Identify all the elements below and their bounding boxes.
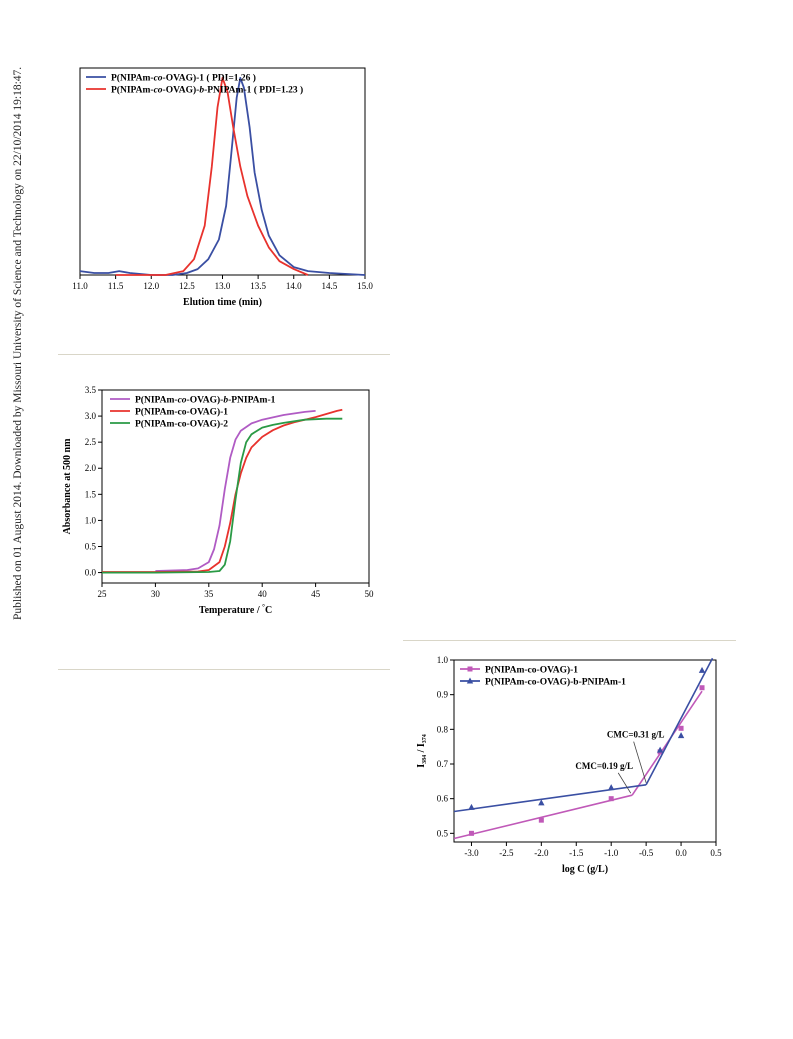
cmc-annotation-2: CMC=0.19 g/L <box>575 761 633 771</box>
cmc-chart: -3.0 -2.5 -2.0 -1.5 -1.0 -0.5 0.0 0.5 0.5 0.6 0.7 0… <box>416 655 722 875</box>
legend-label: P(NIPAm-co-OVAG)-b-PNIPAm-1 ( PDI=1.23 ) <box>111 85 303 96</box>
series-line-1 <box>79 77 366 276</box>
y-axis-title: Absorbance at 500 nm <box>62 438 73 535</box>
x-tick-label: 11.5 <box>108 281 124 291</box>
y-tick-label: 1.0 <box>85 515 97 525</box>
x-tick-label: 50 <box>365 589 375 599</box>
data-point-square <box>538 817 544 823</box>
y-tick-label: 1.0 <box>437 655 449 665</box>
x-tick-label: 0.5 <box>710 848 722 858</box>
x-tick-label: 30 <box>151 589 161 599</box>
divider-line <box>58 354 390 355</box>
x-tick-label: 40 <box>258 589 268 599</box>
x-tick-label: 0.0 <box>675 848 687 858</box>
series-line-2 <box>102 408 343 573</box>
legend-label: P(NIPAm-co-OVAG)-b-PNIPAm-1 <box>485 677 626 688</box>
y-tick-label: 2.5 <box>85 437 97 447</box>
plot-frame <box>79 67 366 276</box>
fit-line <box>453 794 633 840</box>
x-tick-label: 35 <box>204 589 214 599</box>
x-tick-label: -2.0 <box>534 848 549 858</box>
annotation-pointer <box>617 772 632 794</box>
divider-line <box>58 669 390 670</box>
x-axis-title: Elution time (min) <box>183 297 262 308</box>
fit-line <box>645 657 714 786</box>
data-point-square <box>608 796 614 802</box>
turbidity-chart: 25 30 35 40 45 50 0.0 0.5 1.0 1.5 2.0 2.5 3.0 3.5 Temp… <box>62 385 375 616</box>
x-tick-label: -0.5 <box>639 848 654 858</box>
x-tick-label: -3.0 <box>464 848 479 858</box>
y-tick-label: 0.5 <box>437 828 449 838</box>
x-tick-label: -1.0 <box>604 848 619 858</box>
y-tick-label: 0.5 <box>85 541 97 551</box>
x-tick-label: 25 <box>98 589 108 599</box>
plot-frame <box>453 659 717 843</box>
fit-line <box>453 784 647 813</box>
legend-label: P(NIPAm-co-OVAG)-1 <box>485 665 578 676</box>
y-tick-label: 3.0 <box>85 411 97 421</box>
data-point-triangle <box>656 746 664 753</box>
series-line-3 <box>102 417 343 574</box>
y-axis-title: I384 / I374 <box>416 734 428 768</box>
gpc-elution-chart: 11.0 11.5 12.0 12.5 13.0 13.5 14.0 14.5 15.0 Elut… <box>72 67 373 308</box>
x-tick-label: 13.0 <box>215 281 231 291</box>
y-tick-label: 2.0 <box>85 463 97 473</box>
y-tick-label: 0.9 <box>437 690 449 700</box>
legend-marker <box>466 677 474 684</box>
x-tick-label: 14.0 <box>286 281 302 291</box>
x-tick-label: 45 <box>311 589 321 599</box>
legend-label: P(NIPAm-co-OVAG)-2 <box>135 419 228 430</box>
legend-label: P(NIPAm-co-OVAG)-1 ( PDI=1.26 ) <box>111 73 256 84</box>
data-point-triangle <box>677 732 685 739</box>
x-tick-label: 12.5 <box>179 281 195 291</box>
x-tick-label: -1.5 <box>569 848 584 858</box>
legend-marker <box>467 666 473 672</box>
x-axis-title: Temperature / °C <box>199 603 272 616</box>
x-tick-label: 14.5 <box>322 281 338 291</box>
y-tick-label: 0.0 <box>85 568 97 578</box>
x-tick-label: 11.0 <box>72 281 88 291</box>
cmc-annotation-1: CMC=0.31 g/L <box>607 730 665 740</box>
data-point-triangle <box>468 803 475 810</box>
x-axis-title: log C (g/L) <box>562 864 608 875</box>
data-point-triangle <box>538 799 545 806</box>
data-point-square <box>699 685 705 691</box>
data-point-square <box>678 725 684 731</box>
publication-margin-note: Published on 01 August 2014. Downloaded … <box>12 66 24 620</box>
x-tick-label: 15.0 <box>357 281 373 291</box>
y-tick-label: 0.6 <box>437 794 449 804</box>
x-tick-label: -2.5 <box>499 848 514 858</box>
x-tick-label: 12.0 <box>143 281 159 291</box>
divider-line <box>403 640 736 641</box>
y-tick-label: 3.5 <box>85 385 97 395</box>
series-line-1 <box>155 410 316 572</box>
y-tick-label: 0.8 <box>437 724 449 734</box>
data-point-triangle <box>698 666 706 673</box>
plot-frame <box>101 389 370 584</box>
series-line-2 <box>115 77 309 276</box>
legend-label: P(NIPAm-co-OVAG)-1 <box>135 407 228 418</box>
y-tick-label: 0.7 <box>437 759 449 769</box>
x-tick-label: 13.5 <box>250 281 266 291</box>
data-point-square <box>468 830 474 836</box>
legend-label: P(NIPAm-co-OVAG)-b-PNIPAm-1 <box>135 395 276 406</box>
y-tick-label: 1.5 <box>85 489 97 499</box>
annotation-pointer <box>633 741 647 783</box>
data-point-triangle <box>608 784 615 791</box>
